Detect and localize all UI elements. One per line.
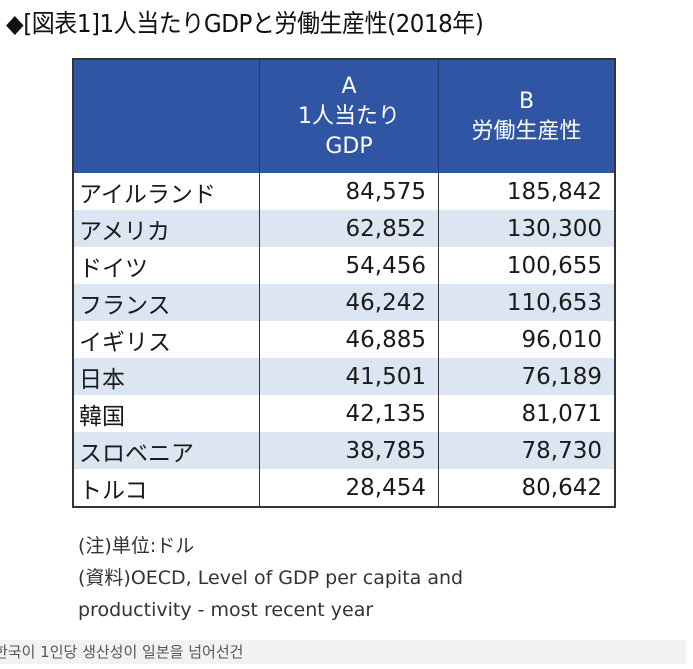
labor-productivity-cell: 100,655	[438, 247, 614, 284]
country-cell: トルコ	[79, 477, 148, 504]
header-label: 労働生産性	[471, 118, 582, 144]
country-cell: 日本	[74, 358, 260, 395]
country-cell: ドイツ	[79, 255, 148, 282]
labor-productivity-cell: 130,300	[438, 210, 614, 247]
source-note: (資料)OECD, Level of GDP per capita and	[78, 567, 464, 589]
country-cell: アイルランド	[79, 181, 216, 208]
country-cell: イギリス	[79, 329, 171, 356]
labor-productivity-cell: 78,730	[438, 432, 614, 469]
header-letter: A	[341, 73, 357, 99]
table-row: トルコ 28,454 80,642	[74, 469, 614, 506]
table-row: ドイツ 54,456 100,655	[74, 247, 614, 284]
header-country	[74, 60, 260, 173]
country-cell: フランス	[74, 284, 260, 321]
country-cell: アメリカ	[74, 210, 260, 247]
labor-productivity-cell: 110,653	[438, 284, 614, 321]
table-row: 韓国 42,135 81,071	[74, 395, 614, 432]
gdp-per-capita-cell: 54,456	[259, 247, 439, 284]
gdp-per-capita-cell: 84,575	[259, 173, 439, 210]
header-labor-productivity: B 労働生産性	[438, 60, 614, 173]
table-row: アメリカ 62,852 130,300	[74, 210, 614, 247]
header-gdp-per-capita: A 1人当たり GDP	[259, 60, 439, 173]
table-row: イギリス 46,885 96,010	[74, 321, 614, 358]
gdp-per-capita-cell: 42,135	[259, 395, 439, 432]
page-title: ◆[図表1]1人当たりGDPと労働生産性(2018年)	[6, 9, 484, 38]
header-label: GDP	[325, 133, 373, 159]
country-cell: 韓国	[79, 403, 125, 430]
table-row: 日本 41,501 76,189	[74, 358, 614, 395]
source-note-cont: productivity - most recent year	[78, 599, 374, 621]
labor-productivity-cell: 96,010	[438, 321, 614, 358]
header-letter: B	[518, 88, 535, 114]
image-caption: 한국이 1인당 생산성이 일본을 넘어선건	[0, 640, 686, 664]
labor-productivity-cell: 80,642	[438, 469, 614, 506]
table-row: フランス 46,242 110,653	[74, 284, 614, 321]
table-header-row: A 1人当たり GDP B 労働生産性	[74, 60, 614, 173]
table-row: アイルランド 84,575 185,842	[74, 173, 614, 210]
gdp-per-capita-cell: 28,454	[259, 469, 439, 506]
gdp-per-capita-cell: 38,785	[259, 432, 439, 469]
country-cell: スロベニア	[74, 432, 260, 469]
table-row: スロベニア 38,785 78,730	[74, 432, 614, 469]
unit-note: (注)単位:ドル	[78, 535, 195, 557]
header-label: 1人当たり	[298, 103, 400, 129]
labor-productivity-cell: 81,071	[438, 395, 614, 432]
gdp-per-capita-cell: 46,885	[259, 321, 439, 358]
data-table: A 1人当たり GDP B 労働生産性 アイルランド 84,575 185,842 ア…	[72, 58, 616, 508]
notes: (注)単位:ドル (資料)OECD, Level of GDP per capi…	[78, 530, 463, 626]
labor-productivity-cell: 76,189	[438, 358, 614, 395]
gdp-per-capita-cell: 41,501	[259, 358, 439, 395]
labor-productivity-cell: 185,842	[438, 173, 614, 210]
gdp-per-capita-cell: 62,852	[259, 210, 439, 247]
gdp-per-capita-cell: 46,242	[259, 284, 439, 321]
